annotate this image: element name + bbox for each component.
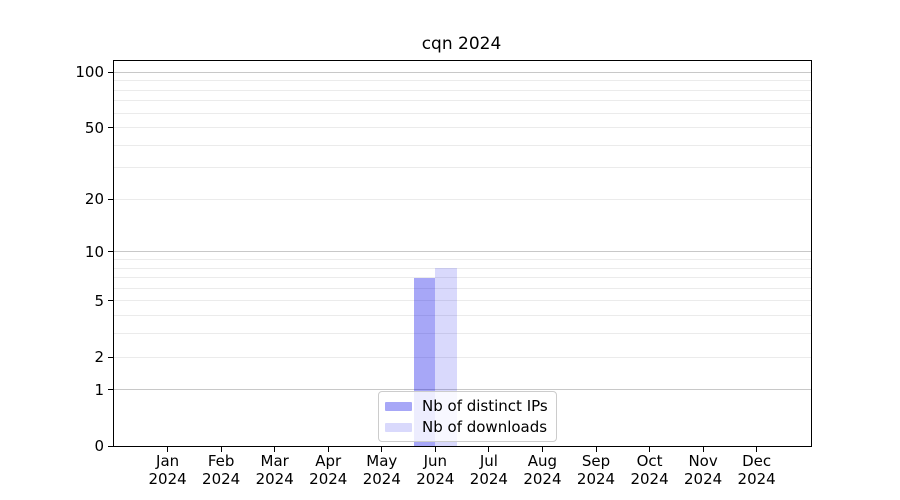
y-gridline-minor <box>114 277 811 279</box>
y-gridline-major <box>114 389 811 391</box>
legend-swatch <box>385 401 412 411</box>
y-tick-label: 0 <box>94 437 104 455</box>
y-tick-label: 20 <box>84 190 104 209</box>
x-tick-label: Jul 2024 <box>469 452 508 488</box>
x-tick-mark <box>220 447 222 452</box>
x-tick-label: Jun 2024 <box>416 452 455 488</box>
x-tick-mark <box>702 447 704 452</box>
y-tick-mark <box>108 445 113 447</box>
y-tick-mark <box>108 71 113 73</box>
ticks-layer: 0 1 2 5 10 20 50 100 Jan 2024 Feb 2024 Mar 2024 Apr… <box>75 61 811 488</box>
x-tick-label: Nov 2024 <box>684 452 723 488</box>
y-gridline-minor <box>114 127 811 129</box>
legend-item: Nb of distinct IPs <box>385 397 548 415</box>
y-gridline-minor <box>114 89 811 91</box>
y-tick-mark <box>108 300 113 302</box>
x-tick-mark <box>381 447 383 452</box>
y-tick-mark <box>108 198 113 200</box>
x-tick-label: Sep 2024 <box>576 452 616 488</box>
legend: Nb of distinct IPs Nb of downloads <box>378 391 557 442</box>
y-tick-mark <box>108 389 113 391</box>
x-tick-mark <box>274 447 276 452</box>
y-gridline-minor <box>114 259 811 260</box>
y-gridline-minor <box>114 333 811 335</box>
x-tick-label: Mar 2024 <box>255 452 294 488</box>
y-gridline-minor <box>114 144 811 146</box>
legend-swatch <box>385 422 412 432</box>
x-tick-mark <box>541 447 543 452</box>
x-tick-mark <box>756 447 758 452</box>
grid-layer <box>114 61 811 446</box>
y-gridline-minor <box>114 267 811 269</box>
x-tick-mark <box>434 447 436 452</box>
legend-item: Nb of downloads <box>385 418 548 436</box>
x-tick-mark <box>327 447 329 452</box>
y-tick-mark <box>108 251 113 253</box>
y-tick-label: 10 <box>84 242 104 261</box>
x-tick-label: Oct 2024 <box>630 452 669 488</box>
x-tick-mark <box>167 447 169 452</box>
y-tick-mark <box>108 356 113 358</box>
y-gridline-minor <box>114 100 811 102</box>
y-gridline-major <box>114 251 811 253</box>
x-tick-label: May 2024 <box>362 452 401 488</box>
legend-label: Nb of distinct IPs <box>422 397 548 415</box>
plot-area: 0 1 2 5 10 20 50 100 Jan 2024 Feb 2024 Mar 2024 Apr… <box>75 60 812 488</box>
y-gridline-major <box>114 71 811 73</box>
y-gridline-minor <box>114 300 811 302</box>
y-tick-label: 1 <box>94 380 104 399</box>
x-tick-label: Dec 2024 <box>737 452 776 488</box>
x-tick-label: Jan 2024 <box>148 452 187 488</box>
y-tick-label: 5 <box>94 291 104 310</box>
x-tick-mark <box>649 447 651 452</box>
x-tick-mark <box>595 447 597 452</box>
y-gridline-minor <box>114 198 811 200</box>
y-tick-mark <box>108 127 113 129</box>
y-gridline-minor <box>114 167 811 169</box>
y-gridline-minor <box>114 315 811 317</box>
x-tick-label: Aug 2024 <box>523 452 562 488</box>
x-tick-label: Feb 2024 <box>202 452 241 488</box>
y-gridline-minor <box>114 356 811 358</box>
x-tick-mark <box>488 447 490 452</box>
y-gridline-minor <box>114 112 811 114</box>
y-tick-label: 50 <box>84 118 104 137</box>
y-tick-label: 2 <box>94 348 104 367</box>
y-tick-label: 100 <box>75 63 104 82</box>
y-gridline-minor <box>114 80 811 82</box>
x-tick-label: Apr 2024 <box>309 452 348 488</box>
legend-label: Nb of downloads <box>422 418 548 436</box>
y-gridline-minor <box>114 287 811 289</box>
chart-title: cqn 2024 <box>421 34 502 54</box>
